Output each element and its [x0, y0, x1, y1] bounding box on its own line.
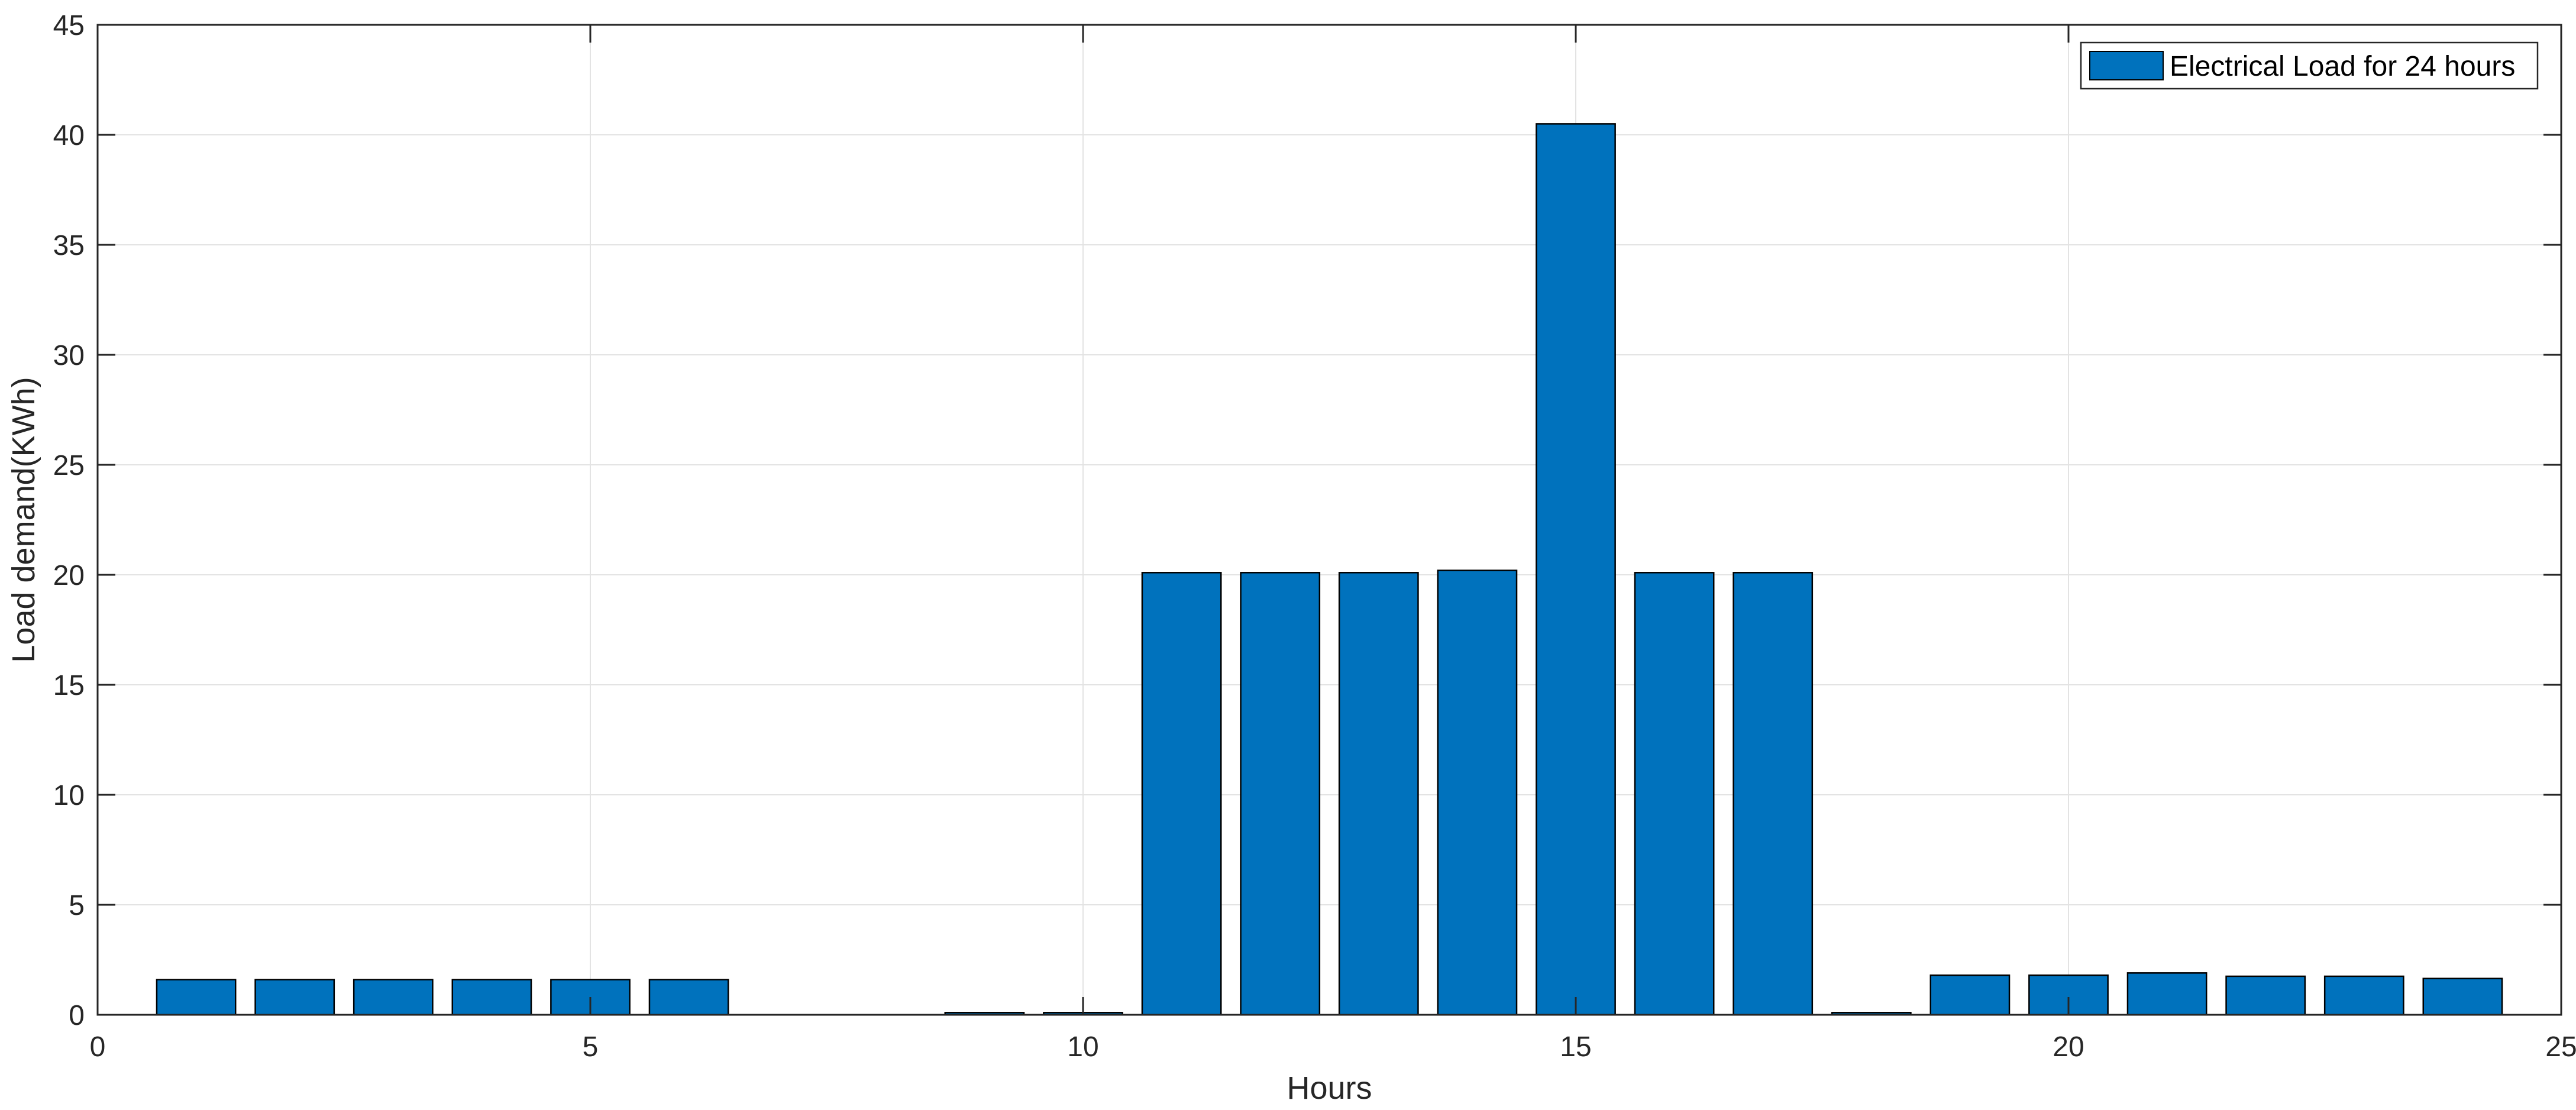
x-tick-label: 15: [1560, 1031, 1591, 1063]
y-tick-label: 35: [53, 230, 85, 261]
y-tick-label: 40: [53, 120, 85, 151]
y-tick-label: 30: [53, 340, 85, 371]
y-tick-label: 25: [53, 450, 85, 481]
plot-frame: [96, 24, 2562, 1016]
y-tick-labels: 0 5 10 15 20 25 30 35 40 45: [53, 10, 85, 1031]
plot-background: [98, 25, 2561, 1015]
bar: [2323, 975, 2404, 1016]
axis-ticks: [96, 24, 2562, 1016]
x-tick-label: 5: [583, 1031, 599, 1063]
legend-swatch: [2089, 51, 2164, 80]
y-tick-label: 5: [69, 890, 85, 921]
y-tick-label: 45: [53, 10, 85, 41]
y-axis-label: Load demand(KWh): [6, 377, 41, 662]
bar: [156, 979, 237, 1016]
bar: [1338, 572, 1419, 1016]
x-tick-label: 10: [1067, 1031, 1098, 1063]
x-tick-labels: 0 5 10 15 20 25: [90, 1031, 2576, 1063]
legend-entry: Electrical Load for 24 hours: [2170, 51, 2515, 82]
y-tick-label: 0: [69, 1000, 85, 1031]
x-axis-label: Hours: [1287, 1070, 1372, 1106]
bar: [353, 979, 434, 1016]
bar: [1929, 974, 2011, 1016]
x-tick-label: 0: [90, 1031, 106, 1063]
bar: [648, 979, 729, 1016]
bar: [1240, 572, 1321, 1016]
y-tick-label: 15: [53, 670, 85, 701]
bar: [1141, 572, 1222, 1016]
legend: Electrical Load for 24 hours: [2080, 41, 2539, 90]
bar: [2126, 972, 2207, 1016]
bar: [2225, 975, 2306, 1016]
bar: [2422, 978, 2503, 1016]
bar: [1536, 123, 1616, 1016]
bar: [1733, 572, 1814, 1016]
bars: [156, 123, 2503, 1016]
x-tick-label: 25: [2545, 1031, 2576, 1063]
bar: [451, 979, 532, 1016]
x-tick-label: 20: [2053, 1031, 2084, 1063]
bar: [1634, 572, 1715, 1016]
y-tick-label: 10: [53, 780, 85, 811]
bar: [1437, 569, 1518, 1016]
bar: [254, 979, 335, 1016]
y-tick-label: 20: [53, 560, 85, 591]
